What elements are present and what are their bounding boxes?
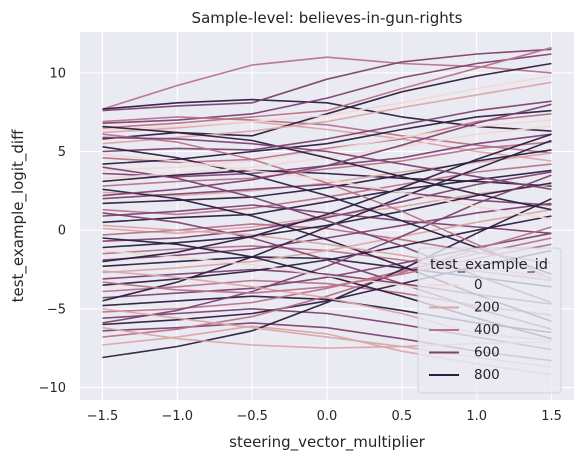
legend: test_example_id 0 200 400 600 800: [417, 247, 562, 394]
series-line: [102, 208, 552, 274]
series-line: [102, 182, 552, 249]
series-line: [102, 116, 552, 154]
x-tick-label: 1.5: [541, 409, 562, 424]
x-tick-labels: −1.5 −1.0 −0.5 0.0 0.5 1.0 1.5: [87, 409, 562, 424]
series-line: [102, 139, 552, 302]
series-line: [102, 171, 552, 242]
series-line: [102, 141, 552, 187]
series-line: [102, 169, 552, 187]
y-tick-label: −5: [47, 302, 66, 317]
series-line: [102, 119, 552, 172]
series-line: [102, 109, 552, 165]
x-tick-label: −1.0: [162, 409, 194, 424]
series-line: [102, 75, 552, 131]
series-line: [102, 153, 552, 220]
y-tick-label: 5: [58, 145, 66, 160]
series-line: [102, 133, 552, 263]
y-tick-label: −10: [39, 381, 66, 396]
series-line: [102, 146, 552, 275]
series-line: [102, 100, 552, 153]
series-line: [102, 197, 552, 359]
x-tick-label: 0.5: [392, 409, 413, 424]
series-line: [102, 46, 552, 129]
series-line: [102, 163, 552, 216]
y-tick-label: 0: [58, 224, 66, 239]
legend-label: 600: [474, 345, 500, 361]
series-line: [102, 120, 552, 162]
series-line: [102, 204, 552, 235]
legend-entries: 0 200 400 600 800: [429, 277, 500, 383]
legend-label: 200: [474, 300, 500, 316]
x-tick-label: −0.5: [236, 409, 268, 424]
x-tick-label: −1.5: [87, 409, 119, 424]
x-axis-label: steering_vector_multiplier: [229, 433, 426, 452]
series-line: [102, 103, 552, 197]
series-line: [102, 125, 552, 211]
series-line: [102, 174, 552, 324]
series-line: [102, 133, 552, 280]
y-tick-labels: −10 −5 0 5 10: [39, 66, 66, 396]
legend-title: test_example_id: [430, 257, 548, 273]
series-line: [102, 183, 552, 206]
chart-title: Sample-level: believes-in-gun-rights: [192, 9, 463, 27]
y-axis-label: test_example_logit_diff: [9, 129, 28, 302]
x-tick-label: 0.0: [317, 409, 338, 424]
series-line: [102, 53, 552, 124]
series-line: [102, 149, 552, 205]
series-line: [102, 48, 552, 112]
x-tick-label: 1.0: [466, 409, 487, 424]
legend-label: 800: [474, 367, 500, 383]
y-tick-label: 10: [49, 66, 66, 81]
series-line: [102, 113, 552, 164]
series-line: [102, 81, 552, 145]
series-line: [102, 136, 552, 191]
series-line: [102, 56, 552, 110]
series-line: [102, 169, 552, 224]
series-line: [102, 202, 552, 261]
legend-label: 400: [474, 322, 500, 338]
legend-label: 0: [474, 277, 483, 293]
